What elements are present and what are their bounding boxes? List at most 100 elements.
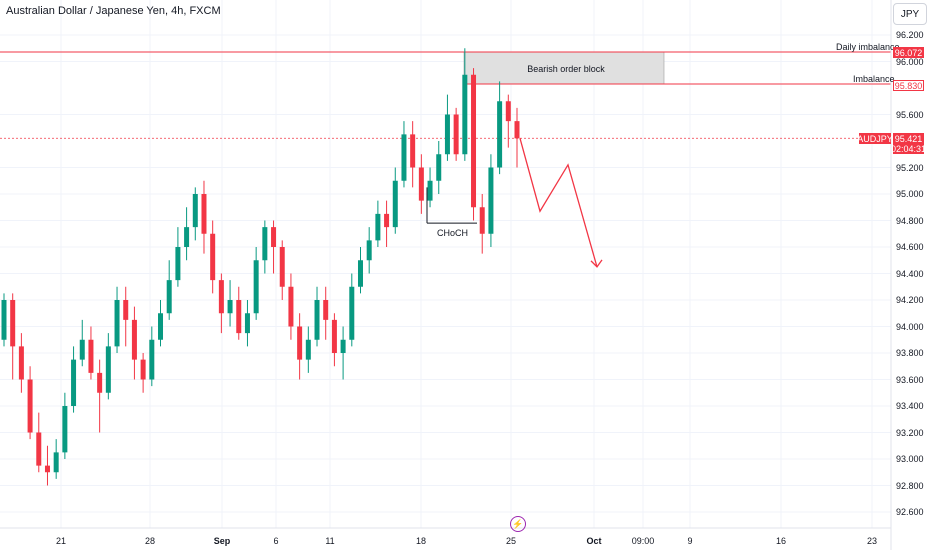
candle-body: [158, 313, 164, 340]
candle-body: [140, 359, 146, 380]
price-tick-label: 92.600: [896, 507, 924, 517]
candle-body: [418, 167, 424, 201]
candle-body: [331, 319, 337, 353]
price-tick-label: 96.200: [896, 30, 924, 40]
candle-body: [97, 372, 103, 393]
candle-body: [349, 286, 355, 340]
candle-body: [505, 101, 511, 122]
candle-body: [44, 465, 50, 473]
candle-body: [210, 233, 216, 281]
candle-body: [401, 134, 407, 181]
candle-body: [114, 300, 120, 347]
projection-arrowhead: [590, 259, 603, 268]
candle-body: [471, 74, 477, 208]
candle-body: [427, 180, 433, 201]
candle-body: [18, 346, 24, 380]
price-tick-label: 94.200: [896, 295, 924, 305]
candle-body: [366, 240, 372, 261]
candle-body: [392, 180, 398, 228]
candle-body: [175, 247, 181, 281]
candle-body: [297, 326, 303, 360]
price-tick-label: 92.800: [896, 480, 924, 491]
price-tick-label: 93.000: [896, 454, 924, 464]
countdown-tag: 02:04:31: [890, 143, 927, 154]
price-tick-label: 93.200: [896, 427, 924, 438]
candle-body: [340, 339, 346, 353]
candle-body: [79, 339, 85, 360]
candle-body: [236, 300, 242, 334]
time-tick-label: 09:00: [631, 536, 655, 546]
currency-button[interactable]: JPY: [893, 3, 927, 25]
candle-body: [436, 154, 442, 181]
candle-body: [105, 346, 111, 393]
daily-imbalance-price-tag: 96.072: [893, 47, 924, 58]
candle-body: [10, 300, 16, 347]
candle-body: [479, 207, 485, 234]
imbalance-label: Imbalance: [853, 74, 895, 84]
grid-lines: [0, 0, 891, 528]
candle-body: [375, 213, 381, 241]
price-tick-label: 94.400: [896, 268, 924, 279]
imbalance-price-tag: 95.830: [893, 80, 924, 91]
price-tick-label: 93.600: [896, 374, 924, 385]
candle-body: [244, 313, 250, 334]
price-tick-label: 94.000: [896, 321, 924, 332]
candle-body: [1, 300, 7, 340]
daily-imbalance-label: Daily imbalance: [836, 42, 900, 52]
lightning-icon[interactable]: ⚡: [510, 516, 526, 532]
price-tick-label: 93.400: [896, 401, 924, 411]
order-block-label: Bearish order block: [527, 64, 605, 74]
time-tick-label: 28: [144, 536, 156, 546]
candle-body: [262, 227, 268, 261]
candle-body: [305, 339, 311, 360]
candle-body: [184, 227, 190, 247]
time-tick-label: Sep: [213, 536, 231, 546]
candle-body: [384, 213, 390, 228]
candle-body: [271, 227, 277, 247]
candle-body: [410, 134, 416, 168]
time-tick-label: 18: [415, 536, 427, 546]
candle-body: [27, 379, 33, 433]
candle-body: [444, 114, 450, 155]
time-tick-label: 6: [273, 536, 279, 546]
candle-body: [123, 300, 129, 320]
chart-title: Australian Dollar / Japanese Yen, 4h, FX…: [6, 5, 221, 17]
price-tick-label: 93.800: [896, 348, 924, 358]
price-tick-label: 95.000: [896, 189, 924, 199]
time-tick-label: 11: [325, 536, 335, 546]
time-tick-label: Oct: [586, 536, 602, 546]
price-tick-label: 94.600: [896, 242, 924, 252]
current-price-tag: 95.421: [893, 133, 924, 144]
candle-body: [253, 260, 259, 314]
choch-label: CHoCH: [437, 228, 469, 238]
symbol-tag: AUDJPY: [857, 133, 893, 144]
candle-body: [149, 339, 155, 380]
candle-body: [488, 167, 494, 234]
candle-body: [53, 452, 59, 473]
candle-body: [131, 319, 137, 360]
candle-body: [201, 194, 207, 234]
price-tick-label: 95.600: [896, 109, 924, 120]
time-tick-label: 25: [505, 536, 517, 546]
candle-body: [192, 194, 198, 228]
time-tick-label: 21: [55, 536, 67, 546]
candle-body: [71, 359, 77, 406]
candle-body: [218, 280, 224, 314]
candle-body: [227, 300, 233, 314]
candle-body: [166, 280, 172, 314]
candles: [1, 48, 520, 486]
time-tick-label: 16: [775, 536, 787, 546]
candle-body: [357, 260, 363, 287]
price-tick-label: 96.000: [896, 56, 924, 67]
candle-body: [462, 74, 468, 155]
time-tick-label: 23: [866, 536, 878, 546]
candle-body: [514, 121, 520, 139]
candle-body: [36, 432, 42, 466]
candle-body: [279, 247, 285, 287]
candle-body: [453, 114, 459, 155]
candle-body: [314, 300, 320, 340]
price-tick-label: 94.800: [896, 215, 924, 226]
candle-body: [62, 406, 68, 453]
candle-body: [497, 101, 503, 168]
